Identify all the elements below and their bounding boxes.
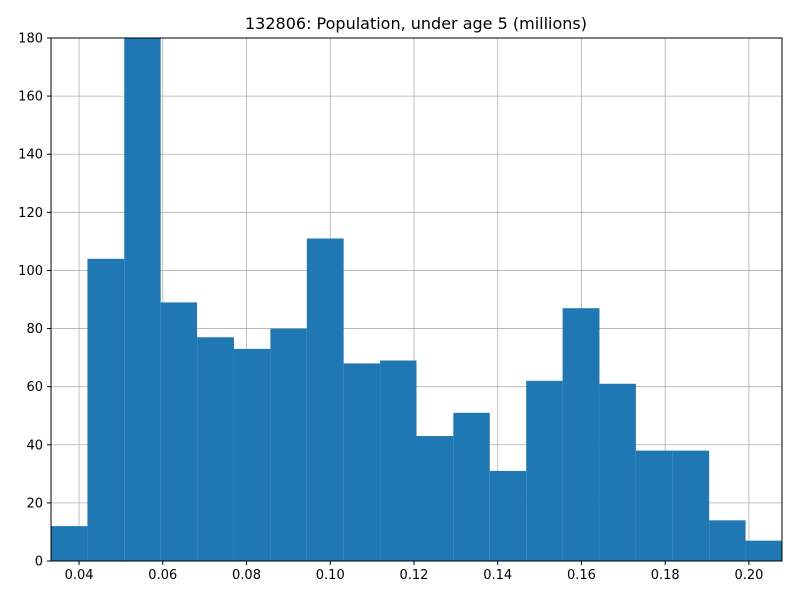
histogram-bar: [51, 526, 88, 561]
y-tick-label: 120: [18, 206, 43, 221]
x-tick-label: 0.06: [148, 568, 177, 583]
y-tick-label: 100: [18, 264, 43, 279]
histogram-bar: [453, 412, 490, 561]
x-tick-label: 0.10: [316, 568, 345, 583]
x-tick-label: 0.18: [651, 568, 680, 583]
histogram-bar: [709, 520, 746, 561]
x-tick-label: 0.12: [400, 568, 429, 583]
histogram-bar: [635, 450, 673, 561]
histogram-bar: [599, 383, 636, 561]
histogram-bar: [124, 38, 161, 561]
x-tick-label: 0.04: [65, 568, 94, 583]
histogram-bar: [489, 470, 527, 561]
chart-title: 132806: Population, under age 5 (million…: [245, 14, 587, 33]
y-tick-label: 40: [26, 438, 43, 453]
histogram-bar: [343, 363, 381, 561]
histogram-bar: [197, 337, 234, 561]
bars: [51, 38, 782, 561]
plot-frame: [50, 37, 783, 562]
y-tick-label: 160: [18, 90, 43, 105]
histogram-bar: [672, 450, 710, 561]
y-tick-label: 140: [18, 148, 43, 163]
x-tick-label: 0.14: [483, 568, 512, 583]
x-tick-label: 0.16: [567, 568, 596, 583]
x-tick-label: 0.08: [232, 568, 261, 583]
histogram-bar: [160, 302, 198, 561]
y-tick-label: 20: [26, 496, 43, 511]
histogram-bar: [270, 328, 307, 561]
histogram-bar: [306, 238, 344, 561]
histogram-bar: [745, 540, 782, 561]
x-axis-ticks: 0.04 0.06 0.08 0.10 0.12 0.14 0.16 0.18 0.20: [65, 561, 763, 583]
y-axis-ticks: 0 20 40 60 80 100 120 140 160 180: [18, 32, 51, 570]
y-tick-label: 180: [18, 32, 43, 47]
histogram-bar: [87, 258, 125, 561]
histogram-bar: [526, 380, 563, 561]
histogram-bar: [380, 360, 417, 561]
axes: [50, 37, 783, 562]
histogram-bar: [233, 348, 271, 561]
histogram-bar: [416, 436, 454, 561]
x-tick-label: 0.20: [734, 568, 763, 583]
y-tick-label: 0: [35, 555, 43, 570]
y-tick-label: 80: [26, 322, 43, 337]
y-tick-label: 60: [26, 380, 43, 395]
histogram-bar: [562, 308, 600, 561]
